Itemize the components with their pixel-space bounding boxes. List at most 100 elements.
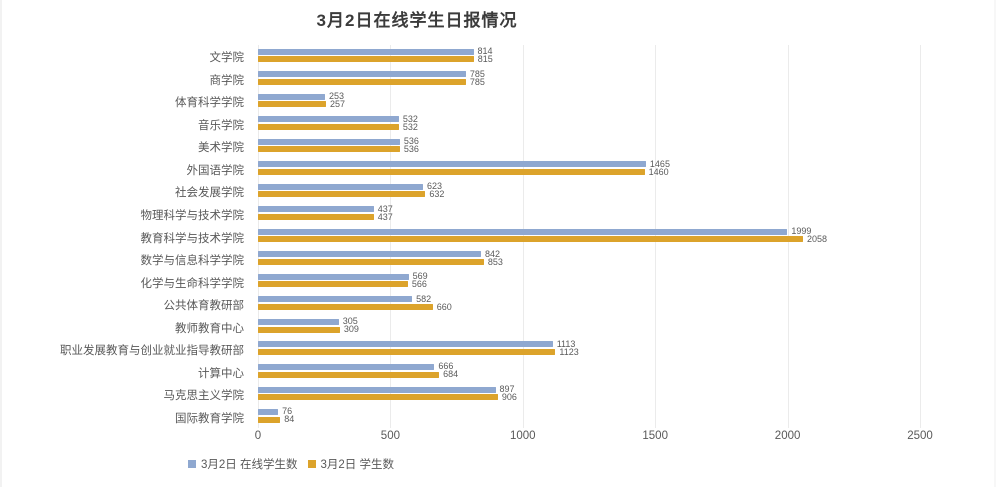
bar-total-students	[258, 258, 484, 265]
value-label: 76	[282, 406, 293, 417]
category-label: 美术学院	[198, 142, 244, 155]
value-label: 2058	[806, 234, 827, 245]
value-label: 536	[403, 144, 419, 155]
value-label: 569	[412, 271, 428, 282]
value-label: 906	[501, 391, 517, 402]
category-label: 教师教育中心	[175, 322, 244, 335]
category-label: 商学院	[209, 74, 245, 87]
bar-total-students	[258, 168, 645, 175]
bar-online-students	[258, 364, 435, 370]
legend-marker-total-students-icon	[307, 460, 316, 468]
x-tick-label: 1500	[642, 430, 668, 442]
bar-total-students	[258, 191, 426, 198]
bar-online-students	[258, 71, 466, 78]
value-label: 437	[377, 211, 393, 222]
legend-item-total-students: 3月2日 学生数	[307, 456, 395, 472]
category-label: 国际教育学院	[175, 412, 244, 425]
value-label: 815	[477, 54, 493, 64]
value-label: 842	[484, 248, 500, 259]
bar-online-students	[258, 183, 423, 190]
value-label: 305	[342, 316, 358, 327]
value-axis: 0 500 1000 1500 2000 2500	[254, 430, 933, 444]
bar-total-students	[258, 56, 474, 63]
value-label: 666	[438, 361, 454, 372]
bar-online-students	[258, 138, 400, 145]
value-label: 532	[402, 113, 418, 124]
category-label: 计算中心	[198, 367, 244, 380]
value-label: 536	[403, 136, 419, 147]
bar-total-students	[258, 416, 281, 423]
bar-online-students	[258, 116, 399, 123]
value-label: 257	[330, 99, 346, 110]
x-tick-label: 500	[380, 430, 400, 442]
category-label: 物理科学与技术学院	[140, 209, 245, 222]
bar-online-students	[258, 296, 413, 303]
value-label: 566	[411, 279, 427, 290]
bar-online-students	[258, 48, 474, 55]
category-label: 外国语学院	[186, 164, 245, 177]
x-tick-label: 0	[254, 430, 262, 442]
category-label: 公共体育教研部	[163, 300, 245, 313]
category-label: 职业发展教育与创业就业指导教研部	[60, 345, 244, 358]
bar-online-students	[258, 386, 496, 393]
value-label: 660	[436, 301, 452, 312]
legend: 3月2日 在线学生数 3月2日 学生数	[188, 456, 394, 472]
bar-total-students	[258, 326, 340, 333]
category-label: 文学院	[209, 52, 245, 65]
bar-total-students	[258, 371, 440, 378]
value-label: 1113	[556, 338, 576, 349]
bar-total-students	[258, 281, 408, 288]
category-label: 数学与信息科学学院	[140, 255, 245, 268]
value-label: 532	[402, 121, 418, 132]
x-tick-label: 2000	[774, 430, 801, 442]
bar-total-students	[258, 123, 399, 130]
bar-total-students	[258, 236, 803, 243]
bar-online-students	[258, 93, 325, 100]
value-label: 684	[443, 369, 459, 380]
legend-label-online-students: 3月2日 在线学生数	[201, 459, 298, 471]
legend-label-total-students: 3月2日 学生数	[320, 459, 395, 471]
value-label: 814	[477, 46, 493, 56]
value-label: 1460	[648, 166, 669, 177]
value-label: 623	[426, 181, 442, 192]
category-axis: 文学院 商学院 体育科学学院 音乐学院 美术学院 外国语学院 社会发展学院 物理科学与技术学院…	[2, 45, 250, 428]
value-label: 1123	[559, 346, 579, 357]
category-label: 社会发展学院	[175, 187, 244, 200]
value-label: 84	[284, 414, 295, 425]
bar-online-students	[258, 161, 646, 168]
bar-online-students	[258, 273, 409, 280]
value-label: 1999	[791, 226, 812, 237]
value-label: 309	[343, 324, 359, 335]
bar-total-students	[258, 78, 466, 85]
gridline	[920, 45, 921, 428]
bar-total-students	[258, 146, 400, 153]
value-label: 1465	[649, 158, 670, 169]
category-label: 化学与生命科学学院	[140, 277, 245, 290]
value-label: 785	[469, 68, 485, 79]
value-label: 897	[499, 383, 515, 394]
bar-online-students	[258, 228, 788, 235]
bar-total-students	[258, 349, 556, 356]
value-label: 437	[377, 203, 393, 214]
plot-area: 814 815 785 785 253 257 532 532 536 536 1465 1460 62…	[258, 45, 921, 428]
bar-online-students	[258, 341, 553, 348]
value-label: 632	[429, 189, 445, 200]
bar-total-students	[258, 213, 374, 220]
category-label: 教育科学与技术学院	[140, 232, 245, 245]
category-label: 马克思主义学院	[163, 390, 245, 403]
bar-total-students	[258, 304, 433, 311]
value-label: 582	[416, 293, 432, 304]
bar-online-students	[258, 206, 374, 213]
category-label: 体育科学学院	[175, 97, 244, 110]
x-tick-label: 2500	[907, 430, 933, 442]
legend-item-online-students: 3月2日 在线学生数	[188, 456, 298, 472]
x-tick-label: 1000	[510, 430, 536, 442]
bar-total-students	[258, 101, 327, 108]
value-label: 785	[469, 76, 485, 87]
bar-online-students	[258, 409, 279, 416]
bar-total-students	[258, 394, 498, 401]
legend-marker-online-students-icon	[188, 460, 196, 468]
chart-title: 3月2日在线学生日报情况	[316, 11, 518, 30]
bar-online-students	[258, 251, 481, 258]
